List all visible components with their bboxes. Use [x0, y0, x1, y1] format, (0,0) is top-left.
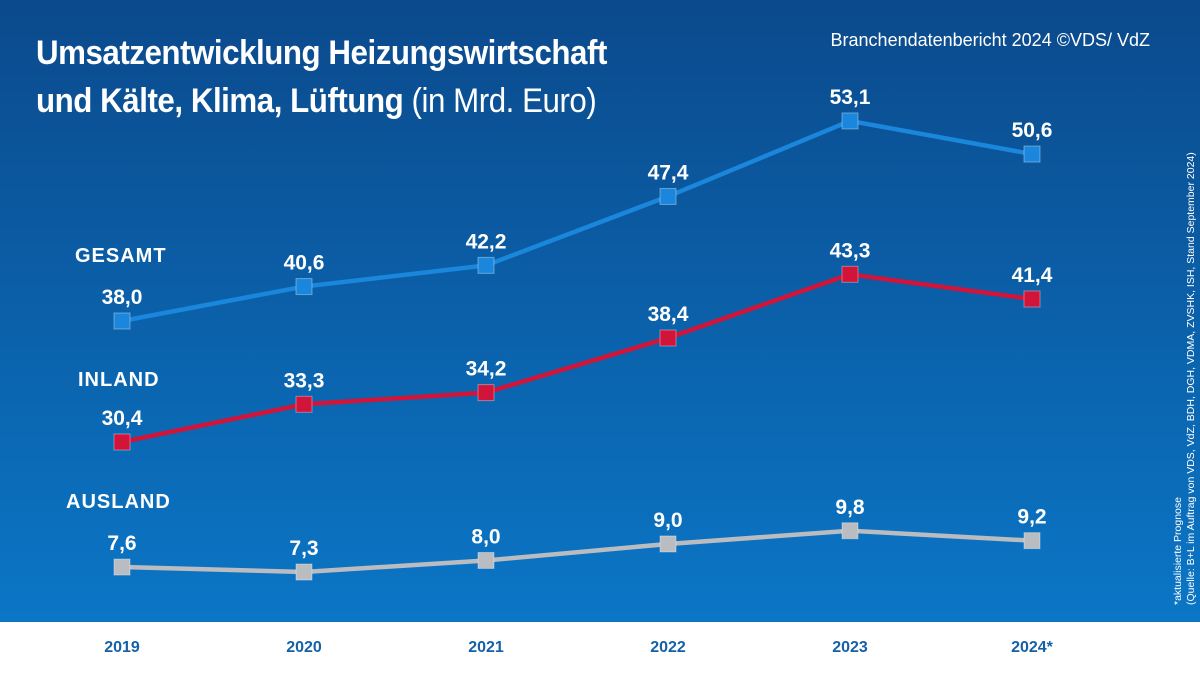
x-axis-band: [0, 622, 1200, 675]
data-point-ausland: [295, 563, 313, 581]
data-point-gesamt: [113, 312, 131, 330]
data-point-inland: [659, 329, 677, 347]
legend-label-ausland: AUSLAND: [66, 491, 171, 513]
data-point-ausland: [841, 522, 859, 540]
data-point-ausland: [1023, 532, 1041, 550]
data-point-inland: [477, 384, 495, 402]
data-label-ausland: 7,3: [289, 537, 318, 560]
x-tick-label: 2020: [286, 639, 322, 656]
data-label-gesamt: 38,0: [102, 286, 143, 309]
chart-title-unit: (in Mrd. Euro): [411, 82, 597, 120]
chart-title-line-2: und Kälte, Klima, Lüftung (in Mrd. Euro): [36, 82, 597, 121]
series-layer: 38,0 40,6 42,2 47,4 53,1 50,6 GESAMT 30,4 33,3 34…: [66, 86, 1053, 581]
x-tick-label: 2021: [468, 639, 504, 656]
x-axis-ticks: 2019 2020 2021 2022 2023 2024*: [104, 639, 1053, 656]
data-label-ausland: 7,6: [107, 532, 136, 555]
source-footnote: (Quelle: B+L im Auftrag von VDS, VdZ, BD…: [1185, 152, 1197, 605]
data-point-gesamt: [659, 187, 677, 205]
x-tick-label: 2022: [650, 639, 686, 656]
data-point-ausland: [113, 558, 131, 576]
data-label-inland: 34,2: [466, 358, 507, 381]
chart-background: [0, 0, 1200, 622]
prognosis-footnote: *aktualisierte Prognose: [1172, 497, 1184, 605]
data-point-ausland: [477, 551, 495, 569]
x-tick-label: 2019: [104, 639, 140, 656]
data-label-ausland: 9,0: [653, 509, 682, 532]
series-line-gesamt: [119, 118, 1035, 324]
x-tick-label: 2024*: [1011, 639, 1054, 656]
legend-label-gesamt: GESAMT: [75, 245, 167, 267]
chart-title-line-2-main: und Kälte, Klima, Lüftung: [36, 82, 404, 120]
chart-title-line-1: Umsatzentwicklung Heizungswirtschaft: [36, 34, 607, 72]
data-point-ausland: [659, 535, 677, 553]
data-label-gesamt: 42,2: [466, 230, 507, 253]
data-label-inland: 30,4: [102, 407, 143, 430]
data-point-gesamt: [295, 278, 313, 296]
data-label-gesamt: 40,6: [284, 252, 325, 275]
data-point-inland: [1023, 290, 1041, 308]
legend-label-inland: INLAND: [78, 369, 160, 391]
series-line-ausland: [119, 528, 1035, 575]
source-credit: Branchendatenbericht 2024 ©VDS/ VdZ: [830, 30, 1150, 50]
data-label-ausland: 9,8: [835, 496, 865, 519]
x-tick-label: 2023: [832, 639, 868, 656]
data-point-gesamt: [1023, 145, 1041, 163]
series-line-inland: [119, 272, 1035, 445]
data-label-inland: 38,4: [648, 303, 689, 326]
data-label-gesamt: 50,6: [1012, 119, 1053, 142]
data-label-ausland: 8,0: [471, 525, 500, 548]
data-point-inland: [295, 395, 313, 413]
data-point-inland: [113, 433, 131, 451]
data-point-gesamt: [841, 112, 859, 130]
data-label-inland: 41,4: [1012, 264, 1053, 287]
data-label-gesamt: 53,1: [830, 86, 871, 109]
data-label-inland: 43,3: [830, 239, 871, 262]
data-label-gesamt: 47,4: [648, 161, 689, 184]
side-note: *aktualisierte Prognose (Quelle: B+L im …: [1172, 85, 1198, 605]
data-label-inland: 33,3: [284, 369, 325, 392]
data-label-ausland: 9,2: [1017, 506, 1046, 529]
data-point-gesamt: [477, 256, 495, 274]
data-point-inland: [841, 265, 859, 283]
